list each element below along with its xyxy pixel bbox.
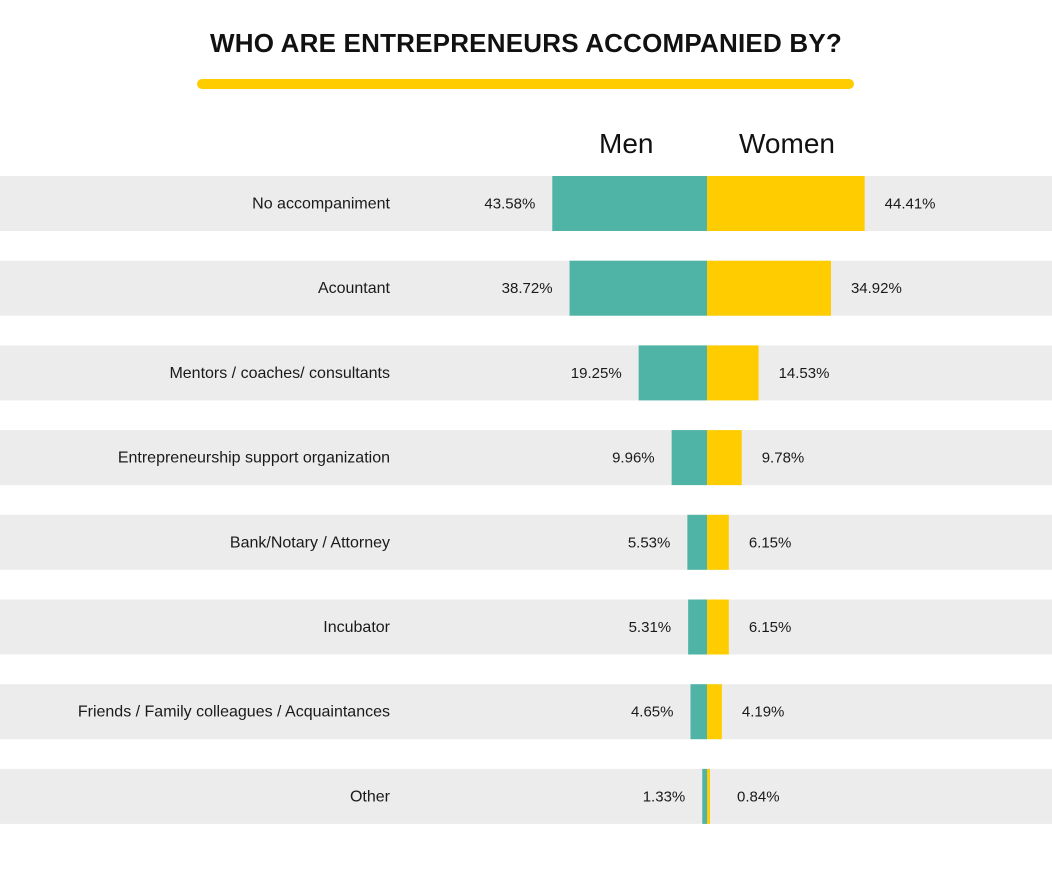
- women-value-label: 0.84%: [737, 788, 780, 805]
- men-value-label: 4.65%: [631, 704, 674, 721]
- legend-men-label: Men: [599, 128, 654, 159]
- women-bar: [707, 684, 722, 740]
- women-bar: [707, 176, 865, 231]
- men-bar: [687, 514, 707, 570]
- category-label: Other: [350, 788, 391, 805]
- women-value-label: 4.19%: [742, 704, 785, 721]
- men-bar: [552, 176, 707, 231]
- chart-title: WHO ARE ENTREPRENEURS ACCOMPANIED BY?: [210, 28, 842, 58]
- women-bar: [707, 599, 729, 655]
- women-value-label: 6.15%: [749, 534, 792, 551]
- men-bar: [688, 599, 707, 655]
- category-label: Acountant: [318, 280, 391, 297]
- men-value-label: 5.31%: [629, 619, 672, 636]
- category-label: Bank/Notary / Attorney: [230, 534, 390, 551]
- men-value-label: 1.33%: [643, 788, 686, 805]
- row-band: [0, 430, 1052, 486]
- row-band: [0, 599, 1052, 655]
- women-value-label: 34.92%: [851, 280, 902, 297]
- row-band: [0, 768, 1052, 824]
- men-bar: [690, 684, 707, 740]
- women-value-label: 6.15%: [749, 619, 792, 636]
- row-band: [0, 260, 1052, 316]
- men-value-label: 38.72%: [502, 280, 553, 297]
- title-underline: [197, 79, 854, 89]
- row-band: [0, 345, 1052, 401]
- category-label: Mentors / coaches/ consultants: [169, 365, 390, 382]
- category-label: Incubator: [323, 619, 390, 636]
- row-band: [0, 684, 1052, 740]
- men-bar: [569, 260, 707, 316]
- row-band: [0, 176, 1052, 231]
- men-bar: [671, 430, 707, 486]
- row-band: [0, 514, 1052, 570]
- category-label: No accompaniment: [252, 196, 390, 213]
- women-bar: [707, 768, 710, 824]
- men-value-label: 43.58%: [484, 196, 535, 213]
- category-label: Friends / Family colleagues / Acquaintan…: [78, 704, 390, 721]
- women-bar: [707, 260, 831, 316]
- men-bar: [702, 768, 707, 824]
- men-value-label: 9.96%: [612, 450, 655, 467]
- men-bar: [638, 345, 707, 401]
- women-value-label: 44.41%: [885, 196, 936, 213]
- women-bar: [707, 345, 759, 401]
- category-label: Entrepreneurship support organization: [118, 450, 390, 467]
- women-bar: [707, 514, 729, 570]
- men-value-label: 19.25%: [571, 365, 622, 382]
- legend-women-label: Women: [739, 128, 835, 159]
- women-value-label: 14.53%: [779, 365, 830, 382]
- women-value-label: 9.78%: [762, 450, 805, 467]
- women-bar: [707, 430, 742, 486]
- men-value-label: 5.53%: [628, 534, 671, 551]
